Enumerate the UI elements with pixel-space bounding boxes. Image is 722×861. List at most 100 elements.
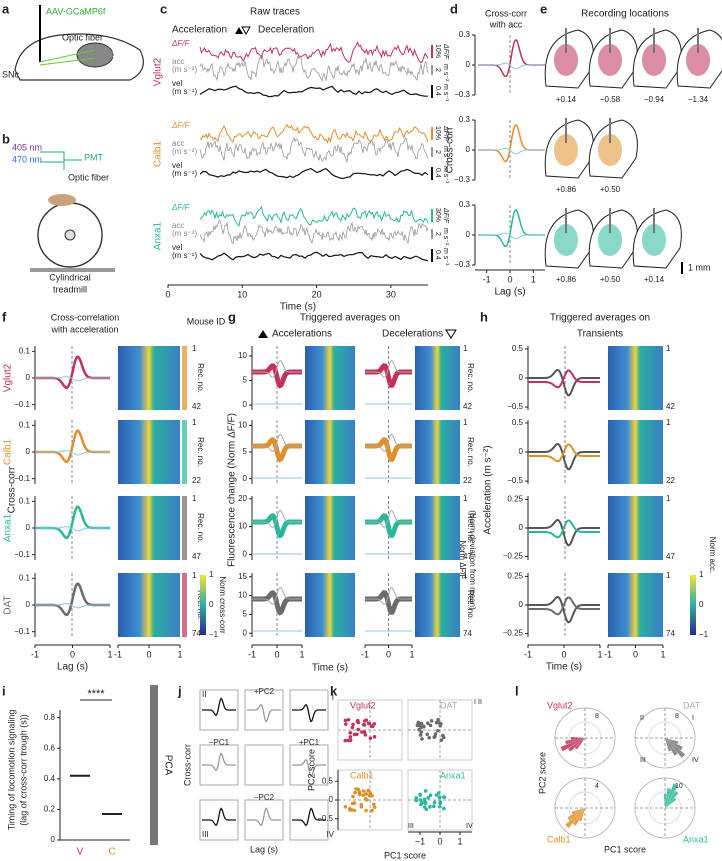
label: Rec. no. bbox=[196, 437, 205, 467]
label: Rec. no. bbox=[466, 590, 475, 620]
y-tick-label: 10 bbox=[238, 522, 247, 531]
y-tick-label: 10 bbox=[238, 420, 247, 429]
y-tick-label: −0.1 bbox=[14, 474, 30, 483]
dot bbox=[346, 717, 351, 722]
dot bbox=[350, 725, 355, 730]
trace bbox=[292, 807, 326, 827]
y-tick-label: 0 bbox=[519, 447, 524, 456]
label: Lag (s) bbox=[250, 844, 278, 854]
recording-sites bbox=[642, 44, 666, 76]
x-tick-label: 1 bbox=[531, 274, 536, 284]
dot bbox=[423, 789, 428, 793]
y-tick-label: −0.25 bbox=[503, 629, 524, 638]
label: 47 bbox=[192, 552, 201, 561]
x-axis-label: Lag (s) bbox=[494, 287, 525, 298]
x-tick-label: 0 bbox=[633, 649, 638, 659]
trace bbox=[199, 251, 429, 262]
label: Fluorescence change (Norm ΔF/F) bbox=[227, 413, 238, 567]
label: Optic fiber bbox=[68, 172, 109, 182]
dot bbox=[368, 791, 373, 795]
y-tick-label: 0.3 bbox=[459, 115, 471, 124]
dot bbox=[438, 795, 442, 800]
label: PC2 score bbox=[306, 749, 316, 791]
polar-wedge bbox=[665, 783, 678, 808]
label: Str bbox=[112, 49, 124, 59]
label: −0.94 bbox=[644, 95, 665, 104]
x-tick-label: 1 bbox=[457, 836, 462, 846]
x-axis-label: Time (s) bbox=[280, 302, 316, 313]
label: acc bbox=[172, 221, 184, 230]
recording-sites bbox=[598, 44, 622, 76]
dot bbox=[426, 795, 430, 800]
label: 22 bbox=[463, 476, 472, 485]
marker-acc bbox=[258, 330, 268, 338]
label: 1 bbox=[666, 494, 671, 503]
label: DAT bbox=[683, 700, 701, 710]
x-tick-label: −1 bbox=[415, 836, 425, 846]
x-tick-label: 1 bbox=[597, 649, 602, 659]
dot bbox=[428, 793, 433, 798]
dot bbox=[419, 730, 424, 734]
y-tick-label: 20 bbox=[238, 494, 247, 503]
trace bbox=[199, 40, 429, 64]
pc-box bbox=[289, 689, 329, 731]
label: Calb1 bbox=[547, 834, 571, 844]
y-tick-label: 0 bbox=[26, 373, 31, 382]
label: Cross-corr bbox=[7, 466, 18, 513]
recording-sites bbox=[554, 224, 578, 256]
label: II bbox=[640, 715, 644, 722]
label: 1 bbox=[192, 344, 197, 353]
trace bbox=[528, 442, 600, 471]
y-tick-label: 0 bbox=[243, 628, 248, 637]
polar-wedge bbox=[568, 738, 585, 752]
label: Decelerations bbox=[382, 329, 443, 340]
label: −1 bbox=[209, 630, 219, 639]
x-tick-label: 0 bbox=[165, 289, 170, 299]
row-label: DAT bbox=[3, 595, 14, 614]
label: 0 bbox=[209, 600, 214, 609]
dot bbox=[351, 722, 355, 727]
heatmap bbox=[608, 496, 663, 560]
label: 2 bbox=[434, 68, 441, 72]
dot bbox=[425, 732, 430, 737]
label: (m s⁻¹) bbox=[172, 169, 197, 178]
x-tick-label: 0 bbox=[274, 649, 279, 659]
heatmap bbox=[118, 496, 180, 560]
heatmap bbox=[415, 346, 460, 410]
marker-dec bbox=[241, 26, 251, 36]
y-tick-label: 0 bbox=[329, 795, 334, 804]
dot bbox=[362, 730, 367, 734]
label: Norm cross-corr bbox=[218, 576, 227, 634]
dot bbox=[442, 806, 446, 811]
trace bbox=[36, 505, 110, 539]
heatmap bbox=[415, 496, 460, 560]
heatmap bbox=[305, 496, 355, 560]
label: IV bbox=[466, 823, 473, 830]
y-tick-label: 5 bbox=[243, 447, 248, 456]
trace bbox=[36, 429, 110, 463]
label: +PC2 bbox=[254, 687, 275, 696]
label: 0.4 bbox=[434, 250, 441, 260]
label: Acceleration (m s⁻²) bbox=[483, 445, 494, 534]
dot bbox=[344, 722, 348, 726]
label: Triggered averages on bbox=[550, 313, 650, 324]
y-tick-label: 0.1 bbox=[19, 420, 31, 429]
trace bbox=[199, 205, 429, 227]
polar-wedge bbox=[565, 738, 585, 745]
dot bbox=[343, 804, 348, 809]
pc-box bbox=[289, 799, 329, 841]
heatmap bbox=[118, 420, 180, 484]
trace bbox=[478, 62, 545, 70]
label: 470 nm bbox=[12, 154, 42, 164]
x-tick-label: 1 bbox=[107, 649, 112, 659]
label: Triggered averages on bbox=[300, 313, 400, 324]
trace bbox=[365, 510, 412, 528]
row-label: Vglut2 bbox=[3, 363, 14, 392]
y-tick-label: 0 bbox=[26, 523, 31, 532]
polar-wedge bbox=[665, 738, 683, 751]
panel-letter: i bbox=[2, 683, 6, 698]
label: vel bbox=[172, 243, 182, 252]
label: −PC2 bbox=[254, 793, 275, 802]
label: 30% bbox=[434, 208, 441, 222]
